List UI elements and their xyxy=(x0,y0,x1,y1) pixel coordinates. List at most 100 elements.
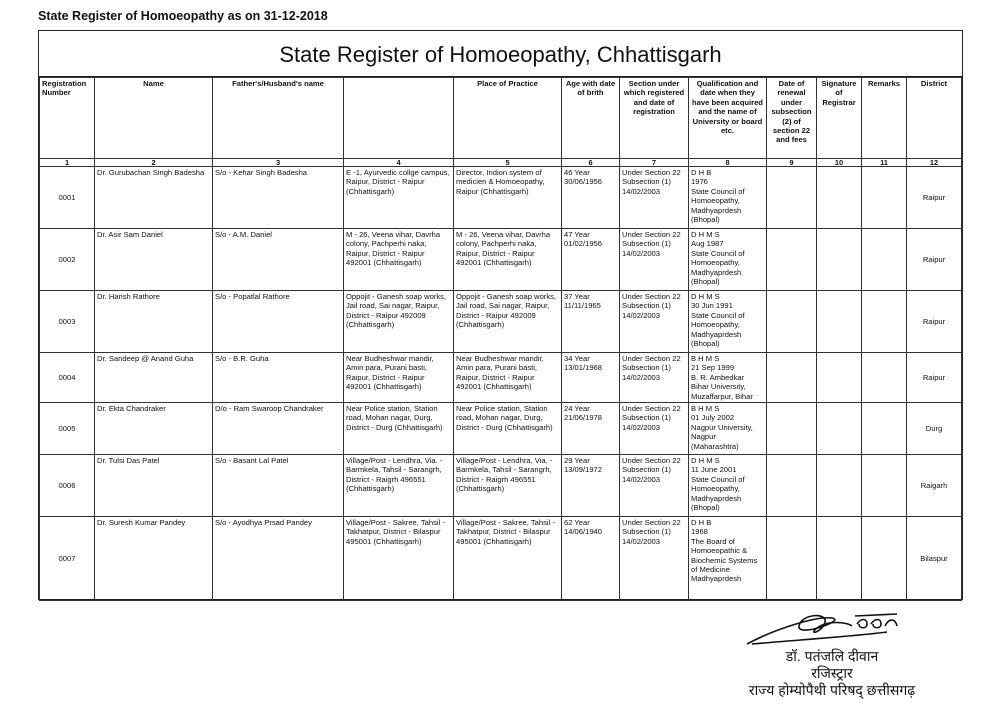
district-cell: Bilaspur xyxy=(906,516,962,602)
column-header: Section under which registered and date … xyxy=(619,77,689,159)
column-number: 4 xyxy=(343,158,454,167)
age-dob-cell: 62 Year 14/06/1940 xyxy=(561,516,620,602)
register-title: State Register of Homoeopathy, Chhattisg… xyxy=(39,31,962,77)
qualification-cell: D H B 1976 State Council of Homoeopathy,… xyxy=(688,166,767,229)
register-frame: State Register of Homoeopathy, Chhattisg… xyxy=(38,30,963,602)
remarks-cell xyxy=(861,516,907,602)
column-header: Name xyxy=(94,77,213,159)
place-of-practice-cell: Near Police station, Station road, Mohan… xyxy=(453,402,562,456)
remarks-cell xyxy=(861,228,907,291)
table-row: 0004 Dr. Sandeep @ Anand Guha S/o - B.R. G… xyxy=(39,351,962,404)
address-cell: Near Budheshwar mandir, Amin para, Puran… xyxy=(343,351,454,404)
address-cell: Village/Post - Lendhra, Via. - Barmkela,… xyxy=(343,454,454,518)
column-header: Qualification and date when they have be… xyxy=(688,77,767,159)
qualification-cell: B H M S 01 July 2002 Nagpur University, … xyxy=(688,402,767,456)
place-of-practice-cell: Village/Post - Lendhra, Via. - Barmkela,… xyxy=(453,454,562,518)
header-row: Registration Number Name Father's/Husband'… xyxy=(39,77,962,159)
column-number: 5 xyxy=(453,158,562,167)
father-husband-name-cell: S/o - B.R. Guha xyxy=(212,351,344,404)
table-row: 0002 Dr. Asir Sam Daniel S/o - A.M. Daniel… xyxy=(39,228,962,291)
father-husband-name-cell: S/o - Kehar Singh Badesha xyxy=(212,166,344,229)
registrar-signature-cell xyxy=(816,516,862,602)
father-husband-name-cell: S/o - Basant Lal Patel xyxy=(212,454,344,518)
name-cell: Dr. Asir Sam Daniel xyxy=(94,228,213,291)
registrar-signature-cell xyxy=(816,228,862,291)
name-cell: Dr. Sandeep @ Anand Guha xyxy=(94,351,213,404)
column-header: Place of Practice xyxy=(453,77,562,159)
renewal-cell xyxy=(766,402,817,456)
registrar-designation: रजिस्ट्रार xyxy=(811,665,853,681)
table-row: 0001 Dr. Gurubachan Singh Badesha S/o - Ke… xyxy=(39,166,962,229)
handwritten-signature xyxy=(746,613,898,645)
section-registration-cell: Under Section 22 Subsection (1) 14/02/20… xyxy=(619,228,689,291)
place-of-practice-cell: Director, Indion system of medicien & Ho… xyxy=(453,166,562,229)
remarks-cell xyxy=(861,290,907,353)
column-header: District xyxy=(906,77,962,159)
column-header: Registration Number xyxy=(39,77,95,159)
name-cell: Dr. Harish Rathore xyxy=(94,290,213,353)
registration-number: 0001 xyxy=(39,166,95,229)
column-number: 2 xyxy=(94,158,213,167)
column-number: 9 xyxy=(766,158,817,167)
age-dob-cell: 29 Year 13/09/1972 xyxy=(561,454,620,518)
column-header: Signature of Registrar xyxy=(816,77,862,159)
place-of-practice-cell: M - 26, Veena vihar, Davrha colony, Pach… xyxy=(453,228,562,291)
column-header xyxy=(343,77,454,159)
table-row: 0006 Dr. Tulsi Das Patel S/o - Basant Lal … xyxy=(39,454,962,518)
name-cell: Dr. Tulsi Das Patel xyxy=(94,454,213,518)
column-header: Father's/Husband's name xyxy=(212,77,344,159)
register-table: Registration Number Name Father's/Husband'… xyxy=(39,77,962,602)
father-husband-name-cell: D/o - Ram Swaroop Chandraker xyxy=(212,402,344,456)
district-cell: Raipur xyxy=(906,228,962,291)
qualification-cell: B H M S 21 Sep 1999 B. R. Ambedkar Bihar… xyxy=(688,351,767,404)
section-registration-cell: Under Section 22 Subsection (1) 14/02/20… xyxy=(619,516,689,602)
remarks-cell xyxy=(861,402,907,456)
address-cell: M - 26, Veena vihar, Davrha colony, Pach… xyxy=(343,228,454,291)
section-registration-cell: Under Section 22 Subsection (1) 14/02/20… xyxy=(619,454,689,518)
name-cell: Dr. Ekta Chandraker xyxy=(94,402,213,456)
age-dob-cell: 34 Year 13/01/1968 xyxy=(561,351,620,404)
name-cell: Dr. Suresh Kumar Pandey xyxy=(94,516,213,602)
registrar-signature-cell xyxy=(816,351,862,404)
section-registration-cell: Under Section 22 Subsection (1) 14/02/20… xyxy=(619,351,689,404)
qualification-cell: D H M S 11 June 2001 State Council of Ho… xyxy=(688,454,767,518)
column-header: Remarks xyxy=(861,77,907,159)
address-cell: Oppojit - Ganesh soap works, Jail road, … xyxy=(343,290,454,353)
address-cell: Near Police station, Station road, Mohan… xyxy=(343,402,454,456)
document-heading: State Register of Homoeopathy as on 31-1… xyxy=(38,9,328,23)
qualification-cell: D H M S 30 Jun 1991 State Council of Hom… xyxy=(688,290,767,353)
address-cell: E -1, Ayurvedic collge campus, Raipur, D… xyxy=(343,166,454,229)
table-row: 0007 Dr. Suresh Kumar Pandey S/o - Ayodhya… xyxy=(39,516,962,602)
place-of-practice-cell: Oppojit - Ganesh soap works, Jail road, … xyxy=(453,290,562,353)
district-cell: Durg xyxy=(906,402,962,456)
registrar-signature-cell xyxy=(816,454,862,518)
father-husband-name-cell: S/o - Ayodhya Prsad Pandey xyxy=(212,516,344,602)
age-dob-cell: 37 Year 11/11/1965 xyxy=(561,290,620,353)
registrar-signature-cell xyxy=(816,166,862,229)
section-registration-cell: Under Section 22 Subsection (1) 14/02/20… xyxy=(619,166,689,229)
father-husband-name-cell: S/o - A.M. Daniel xyxy=(212,228,344,291)
place-of-practice-cell: Village/Post - Sakree, Tahsil - Takhatpu… xyxy=(453,516,562,602)
column-number: 11 xyxy=(861,158,907,167)
registration-number: 0007 xyxy=(39,516,95,602)
age-dob-cell: 24 Year 21/06/1978 xyxy=(561,402,620,456)
place-of-practice-cell: Near Budheshwar mandir, Amin para, Puran… xyxy=(453,351,562,404)
section-registration-cell: Under Section 22 Subsection (1) 14/02/20… xyxy=(619,290,689,353)
registrar-signature-cell xyxy=(816,290,862,353)
district-cell: Raigarh xyxy=(906,454,962,518)
section-registration-cell: Under Section 22 Subsection (1) 14/02/20… xyxy=(619,402,689,456)
age-dob-cell: 47 Year 01/02/1956 xyxy=(561,228,620,291)
district-cell: Raipur xyxy=(906,351,962,404)
column-number: 3 xyxy=(212,158,344,167)
column-header: Date of renewal under subsection (2) of … xyxy=(766,77,817,159)
renewal-cell xyxy=(766,516,817,602)
table-row: 0005 Dr. Ekta Chandraker D/o - Ram Swaroop… xyxy=(39,402,962,456)
registrar-signature-cell xyxy=(816,402,862,456)
renewal-cell xyxy=(766,166,817,229)
district-cell: Raipur xyxy=(906,290,962,353)
registration-number: 0006 xyxy=(39,454,95,518)
remarks-cell xyxy=(861,351,907,404)
renewal-cell xyxy=(766,351,817,404)
renewal-cell xyxy=(766,290,817,353)
column-number-row: 1 2 3 4 5 6 7 8 9 10 11 12 xyxy=(39,158,962,167)
